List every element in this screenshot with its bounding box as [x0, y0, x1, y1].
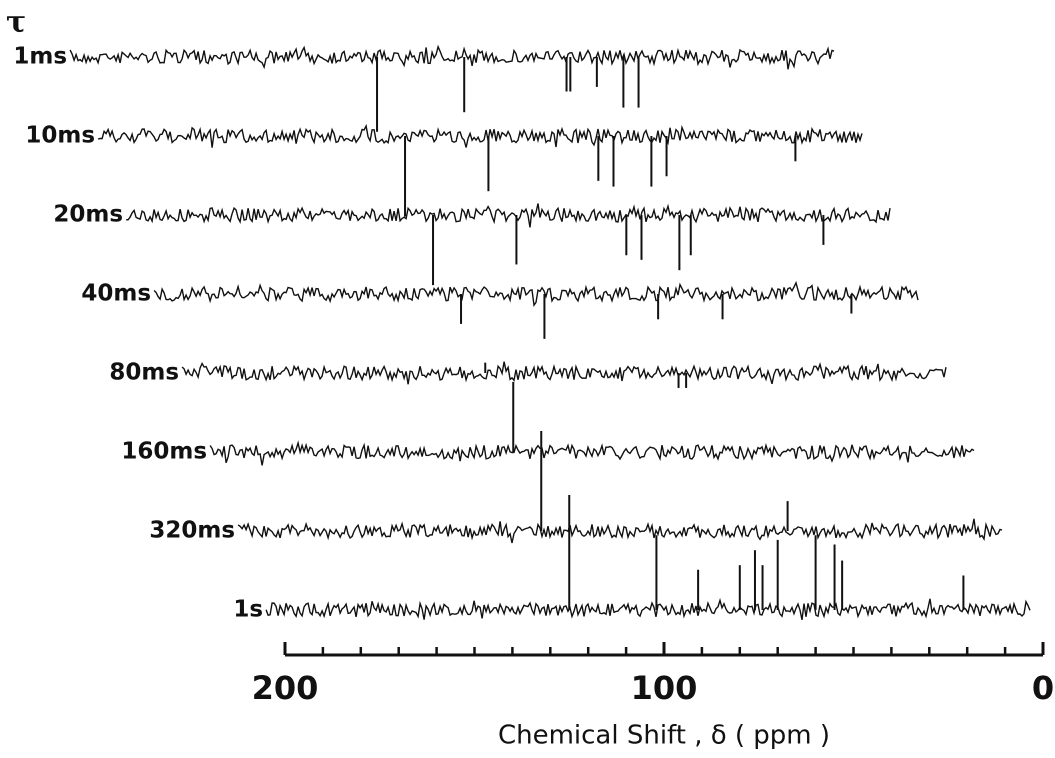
noise-trace — [153, 280, 919, 308]
x-tick-label: 200 — [252, 669, 319, 707]
x-tick-label: 0 — [1032, 669, 1054, 707]
x-axis-label: Chemical Shift , δ ( ppm ) — [498, 721, 830, 751]
series-label: 1ms — [13, 44, 67, 70]
series-label: 20ms — [53, 202, 123, 228]
noise-trace — [126, 203, 891, 228]
x-tick-label: 100 — [631, 669, 698, 707]
series-label: 80ms — [109, 360, 179, 386]
series-label: 40ms — [81, 281, 151, 307]
noise-trace — [181, 361, 947, 385]
noise-trace — [69, 44, 835, 70]
y-axis-label: τ — [6, 5, 26, 40]
series-label: 1s — [233, 597, 263, 623]
noise-trace — [265, 597, 1031, 621]
series-label: 10ms — [25, 123, 95, 149]
series-label: 160ms — [121, 439, 207, 465]
noise-trace — [209, 440, 975, 466]
series-label: 320ms — [149, 518, 235, 544]
noise-trace — [237, 518, 1003, 544]
noise-trace — [97, 123, 863, 148]
